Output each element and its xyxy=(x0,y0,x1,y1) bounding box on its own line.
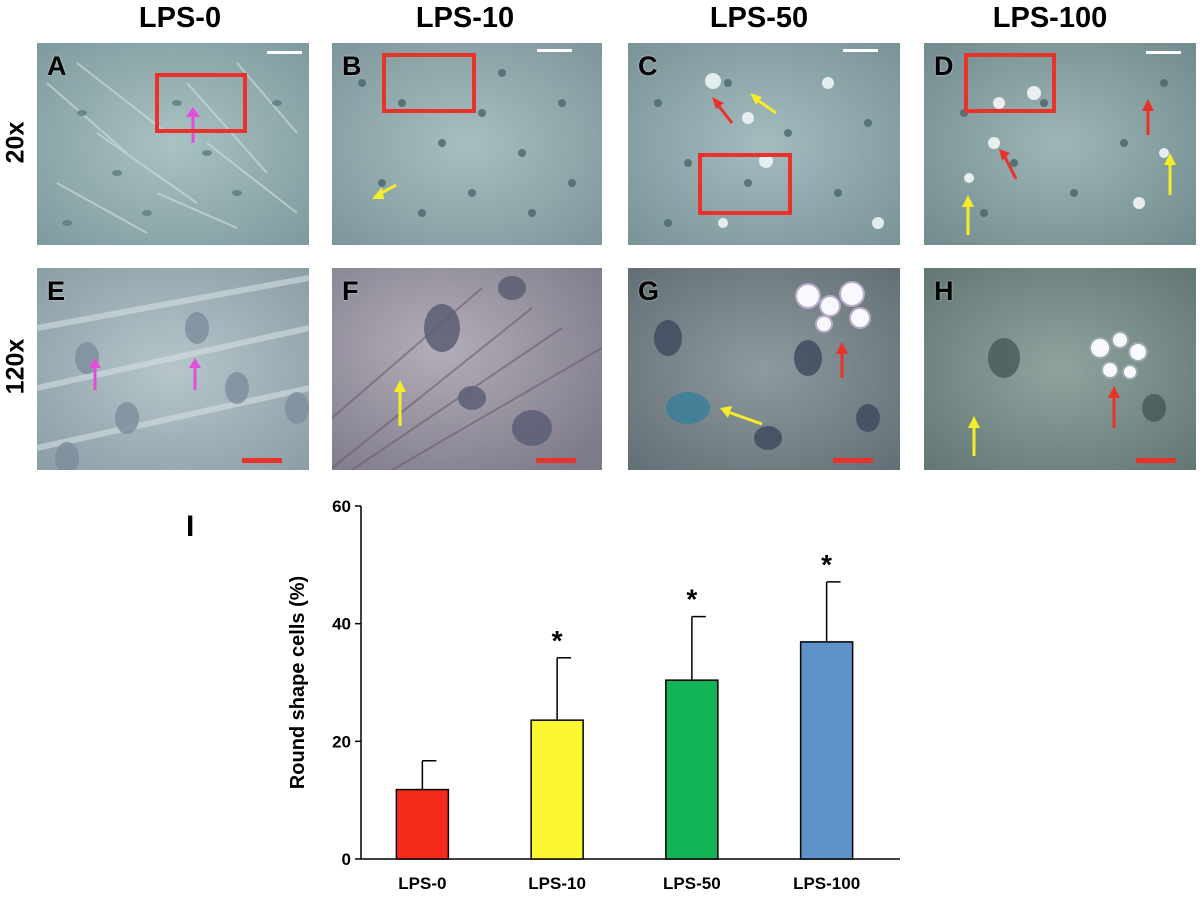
bar-chart: 0 20 40 60 Round shape cells (%) LPS-0 * LPS-10… xyxy=(260,490,900,898)
micrograph-panel-a: A xyxy=(37,43,309,245)
zoom-box-c xyxy=(698,153,792,215)
panel-label-i: I xyxy=(186,510,195,543)
y-tick-label: 40 xyxy=(332,615,351,634)
micrograph-panel-g: G xyxy=(628,268,900,470)
micrograph-panel-b: B xyxy=(332,43,602,245)
panel-label-a: A xyxy=(47,51,67,81)
micrograph-panel-e: E xyxy=(37,268,309,470)
significance-star: * xyxy=(552,625,563,656)
significance-star: * xyxy=(821,549,832,580)
column-title-lps-0: LPS-0 xyxy=(138,2,222,34)
zoom-box-a xyxy=(155,73,247,133)
micrograph-h-image xyxy=(924,268,1196,470)
micrograph-panel-f: F xyxy=(332,268,602,470)
panel-label-c: C xyxy=(638,51,658,81)
bar-lps-50 xyxy=(665,679,719,860)
y-tick-label: 60 xyxy=(332,497,351,516)
row-label-120x: 120x xyxy=(1,338,30,395)
column-title-lps-100: LPS-100 xyxy=(992,2,1108,34)
x-tick-label: LPS-0 xyxy=(398,874,446,893)
significance-star: * xyxy=(686,584,697,615)
bar-lps-10 xyxy=(530,719,584,860)
column-title-lps-10: LPS-10 xyxy=(415,2,515,34)
micrograph-f-image xyxy=(332,268,602,470)
zoom-box-d xyxy=(964,53,1056,113)
panel-label-e: E xyxy=(47,276,66,306)
y-tick-label: 20 xyxy=(332,732,351,751)
bar-lps-0 xyxy=(395,788,450,860)
x-tick-label: LPS-100 xyxy=(793,874,860,893)
micrograph-d-image xyxy=(924,43,1196,245)
panel-label-f: F xyxy=(342,276,359,306)
panel-label-h: H xyxy=(934,276,954,306)
x-tick-label: LPS-50 xyxy=(663,874,721,893)
panel-label-g: G xyxy=(638,276,660,306)
micrograph-b-image xyxy=(332,43,602,245)
column-title-lps-50: LPS-50 xyxy=(709,2,809,34)
y-tick-label: 0 xyxy=(342,850,351,869)
bar-lps-100 xyxy=(799,641,854,860)
micrograph-c-image xyxy=(628,43,900,245)
bar-chart-svg: 0 20 40 60 Round shape cells (%) LPS-0 * LPS-10… xyxy=(287,497,900,893)
y-axis-label: Round shape cells (%) xyxy=(287,576,309,789)
micrograph-e-image xyxy=(37,268,309,470)
panel-label-b: B xyxy=(342,51,362,81)
zoom-box-b xyxy=(382,53,476,113)
x-tick-label: LPS-10 xyxy=(528,874,586,893)
panel-label-d: D xyxy=(934,51,954,81)
micrograph-panel-c: C xyxy=(628,43,900,245)
micrograph-g-image xyxy=(628,268,900,470)
row-label-20x: 20x xyxy=(1,121,30,164)
micrograph-panel-h: H xyxy=(924,268,1196,470)
micrograph-panel-d: D xyxy=(924,43,1196,245)
